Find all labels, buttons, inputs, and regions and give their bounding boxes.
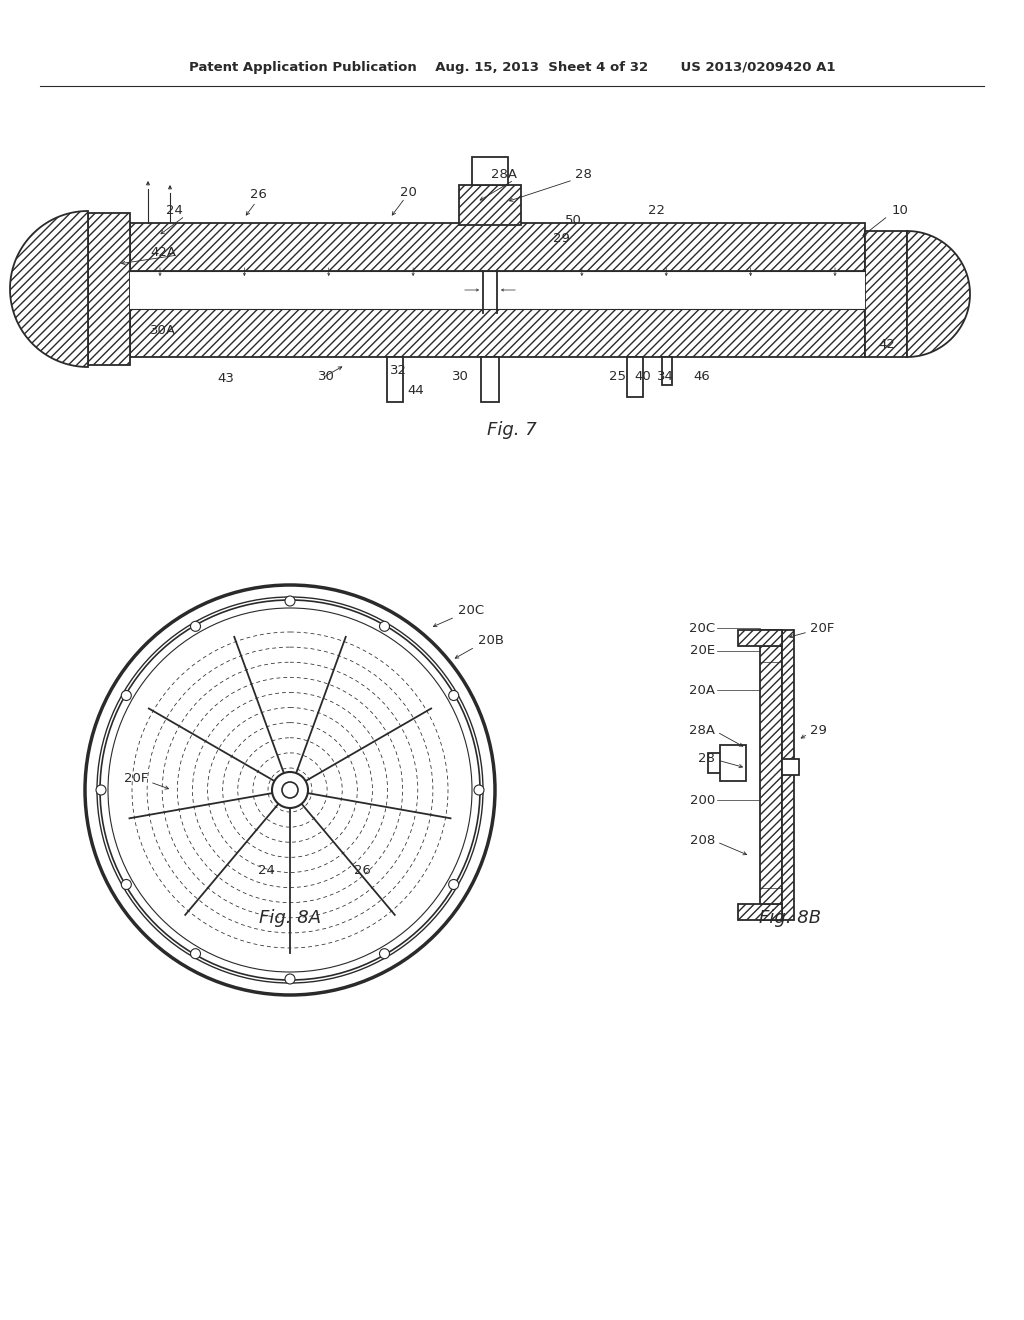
Polygon shape xyxy=(627,356,643,397)
Polygon shape xyxy=(472,157,508,185)
Polygon shape xyxy=(907,231,970,356)
Polygon shape xyxy=(720,744,746,781)
Circle shape xyxy=(272,772,308,808)
Text: 42: 42 xyxy=(878,338,895,351)
Text: 32: 32 xyxy=(390,363,407,376)
Circle shape xyxy=(285,974,295,983)
Text: 20: 20 xyxy=(399,186,417,198)
Text: 30: 30 xyxy=(452,370,469,383)
Polygon shape xyxy=(387,356,403,403)
Text: 22: 22 xyxy=(648,203,665,216)
Circle shape xyxy=(121,879,131,890)
Polygon shape xyxy=(481,356,499,403)
Text: 20C: 20C xyxy=(458,603,484,616)
Circle shape xyxy=(449,690,459,701)
Text: 44: 44 xyxy=(408,384,424,396)
Text: 20B: 20B xyxy=(478,634,504,647)
Circle shape xyxy=(97,597,483,983)
Polygon shape xyxy=(865,231,907,356)
Polygon shape xyxy=(10,211,88,367)
Text: 26: 26 xyxy=(353,863,371,876)
Text: 20F: 20F xyxy=(810,622,835,635)
Circle shape xyxy=(380,622,389,631)
Text: 208: 208 xyxy=(690,833,715,846)
Text: 20F: 20F xyxy=(124,771,148,784)
Circle shape xyxy=(96,785,106,795)
Text: 34: 34 xyxy=(656,370,674,383)
Circle shape xyxy=(190,949,201,958)
Polygon shape xyxy=(708,752,744,774)
Text: 20E: 20E xyxy=(690,644,715,657)
Text: Patent Application Publication    Aug. 15, 2013  Sheet 4 of 32       US 2013/020: Patent Application Publication Aug. 15, … xyxy=(188,62,836,74)
Text: 30: 30 xyxy=(318,370,335,383)
Text: 46: 46 xyxy=(693,370,710,383)
Text: 42A: 42A xyxy=(150,246,176,259)
Polygon shape xyxy=(760,630,782,920)
Text: 29: 29 xyxy=(810,723,826,737)
Polygon shape xyxy=(662,356,672,385)
Text: 26: 26 xyxy=(250,189,266,202)
Text: 28: 28 xyxy=(575,169,592,181)
Text: 25: 25 xyxy=(609,370,627,383)
Text: 50: 50 xyxy=(565,214,582,227)
Text: 20A: 20A xyxy=(689,684,715,697)
Circle shape xyxy=(190,622,201,631)
Polygon shape xyxy=(782,759,799,775)
Circle shape xyxy=(449,879,459,890)
Text: 43: 43 xyxy=(217,371,234,384)
Text: 20C: 20C xyxy=(689,622,715,635)
Text: 29: 29 xyxy=(553,231,570,244)
Polygon shape xyxy=(738,630,782,645)
Polygon shape xyxy=(459,185,521,224)
Text: 24: 24 xyxy=(258,863,274,876)
Polygon shape xyxy=(738,904,782,920)
Text: 28A: 28A xyxy=(689,723,715,737)
Text: Fig. 7: Fig. 7 xyxy=(487,421,537,440)
Circle shape xyxy=(282,781,298,799)
Circle shape xyxy=(380,949,389,958)
Text: 24: 24 xyxy=(166,203,183,216)
Text: 200: 200 xyxy=(690,793,715,807)
Text: Fig. 8B: Fig. 8B xyxy=(759,909,821,927)
Polygon shape xyxy=(130,223,865,271)
Circle shape xyxy=(285,597,295,606)
Text: 28: 28 xyxy=(698,751,715,764)
Circle shape xyxy=(474,785,484,795)
Polygon shape xyxy=(130,271,865,309)
Text: Fig. 8A: Fig. 8A xyxy=(259,909,322,927)
Text: 28A: 28A xyxy=(490,169,517,181)
Polygon shape xyxy=(782,630,794,920)
Text: 40: 40 xyxy=(635,370,651,383)
Circle shape xyxy=(121,690,131,701)
Text: 30A: 30A xyxy=(150,323,176,337)
Polygon shape xyxy=(130,309,865,356)
Polygon shape xyxy=(88,213,130,366)
Text: 10: 10 xyxy=(892,203,909,216)
